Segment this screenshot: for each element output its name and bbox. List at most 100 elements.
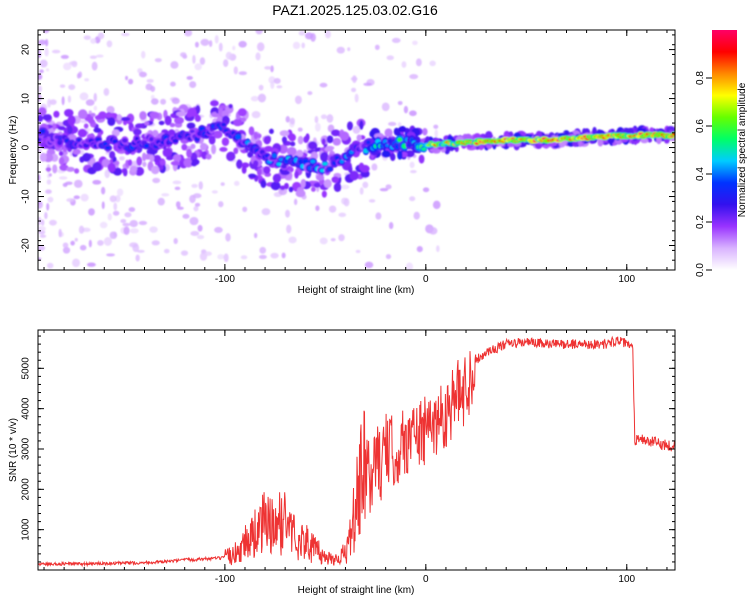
heatmap-cell: [79, 92, 89, 101]
heatmap-cell: [270, 252, 279, 259]
heatmap-cell: [73, 195, 80, 200]
heatmap-cell: [352, 75, 357, 84]
heatmap-cell: [355, 249, 361, 253]
heatmap-cell: [93, 105, 98, 111]
heatmap-cell: [79, 244, 87, 251]
heatmap-cell: [180, 52, 187, 58]
heatmap-cell: [139, 71, 147, 78]
heatmap-cell: [152, 129, 159, 137]
heatmap-cell: [109, 195, 117, 203]
heatmap-cell: [286, 224, 292, 234]
heatmap-cell: [385, 254, 392, 260]
heatmap-cell: [160, 98, 167, 105]
heatmap-cell: [83, 35, 91, 40]
heatmap-cell: [208, 135, 216, 145]
heatmap-cell: [397, 137, 403, 143]
heatmap-cell: [405, 150, 415, 158]
heatmap-cell: [248, 173, 257, 179]
heatmap-cell: [67, 95, 72, 103]
heatmap-cell: [93, 127, 102, 133]
heatmap-cell: [150, 98, 159, 105]
heatmap-cell: [133, 128, 142, 136]
heatmap-cell: [67, 115, 76, 126]
heatmap-cell: [398, 125, 406, 133]
heatmap-cell: [401, 61, 407, 68]
heatmap-cell: [233, 147, 239, 155]
heatmap-cell: [279, 185, 286, 191]
heatmap-cell: [76, 73, 81, 79]
heatmap-cell: [235, 134, 242, 140]
heatmap-cell: [51, 49, 61, 54]
heatmap-cell: [90, 38, 97, 44]
heatmap-cell: [140, 50, 146, 59]
heatmap-cell: [194, 202, 201, 207]
heatmap-cell: [259, 246, 267, 254]
heatmap-cell: [193, 206, 199, 212]
heatmap-cell: [338, 212, 347, 218]
heatmap-cell: [171, 97, 180, 105]
heatmap-cell: [128, 207, 136, 212]
heatmap-cell: [72, 258, 80, 268]
heatmap-cell: [327, 167, 332, 171]
heatmap-cell: [240, 255, 248, 260]
figure-title: PAZ1.2025.125.03.02.G16: [272, 2, 438, 18]
heatmap-cell: [180, 250, 189, 256]
heatmap-cell: [186, 148, 193, 158]
heatmap-cell: [68, 84, 76, 90]
heatmap-cell: [338, 234, 345, 242]
heatmap-cell: [134, 123, 145, 129]
heatmap-cell: [74, 168, 80, 174]
colorbar-tick-label: 0.6: [695, 119, 706, 133]
heatmap-cell: [298, 30, 306, 36]
heatmap-cell: [293, 198, 298, 206]
heatmap-cell: [325, 30, 331, 39]
heatmap-cell: [233, 118, 243, 127]
heatmap-cell: [161, 193, 170, 197]
heatmap-cell: [113, 202, 118, 211]
heatmap-cell: [257, 133, 262, 139]
colorbar-gradient: [712, 30, 737, 270]
heatmap-cell: [46, 68, 50, 72]
heatmap-cell: [331, 129, 341, 137]
heatmap-cell: [385, 184, 392, 190]
heatmap-cell: [122, 119, 128, 126]
heatmap-cell: [263, 135, 271, 145]
heatmap-cell: [251, 111, 261, 119]
heatmap-cell: [415, 58, 422, 67]
heatmap-cell: [263, 166, 271, 175]
heatmap-cell: [151, 240, 160, 246]
heatmap-cell: [67, 125, 73, 135]
heatmap-cell: [120, 116, 131, 122]
heatmap-cell: [388, 221, 394, 230]
heatmap-cell: [422, 187, 430, 193]
heatmap-cell: [157, 197, 165, 206]
heatmap-cell: [138, 220, 148, 226]
heatmap-cell: [381, 102, 390, 112]
heatmap-cell: [607, 136, 615, 144]
heatmap-cell: [334, 155, 340, 161]
heatmap-cell: [409, 74, 419, 80]
heatmap-cell: [352, 125, 361, 134]
heatmap-cell: [150, 165, 160, 175]
heatmap-cell: [391, 37, 401, 43]
heatmap-cell: [174, 186, 181, 191]
heatmap-cell: [301, 42, 306, 49]
heatmap-cell: [60, 54, 69, 59]
heatmap-cell: [90, 112, 96, 117]
heatmap-cell: [122, 168, 128, 177]
heatmap-cell: [38, 174, 41, 182]
heatmap-cell: [39, 69, 44, 74]
heatmap-cell: [597, 138, 604, 147]
spectrogram-x-tick-label: 0: [423, 274, 429, 285]
heatmap-cell: [330, 237, 336, 242]
heatmap-cell: [142, 152, 147, 162]
heatmap-cell: [313, 182, 321, 188]
heatmap-cell: [339, 159, 344, 164]
colorbar-tick-label: 0.2: [695, 215, 706, 229]
heatmap-cell: [347, 47, 351, 52]
heatmap-cell: [62, 246, 71, 254]
heatmap-cell: [184, 30, 193, 37]
heatmap-cell: [264, 153, 270, 158]
heatmap-cell: [66, 166, 75, 172]
heatmap-cell: [671, 132, 675, 136]
